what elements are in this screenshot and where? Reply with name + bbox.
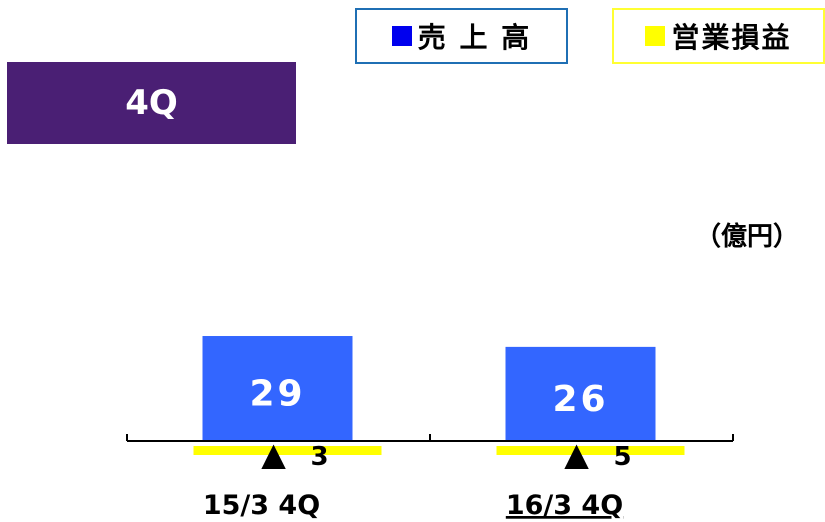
sales-value-label: 29 xyxy=(249,374,305,415)
period-tab: 4Q xyxy=(7,62,296,144)
operating-income-bar xyxy=(193,446,382,455)
operating-income-value-label: 5 xyxy=(613,442,631,472)
category-label: 15/3 4Q xyxy=(203,490,320,521)
unit-label: （億円） xyxy=(694,222,799,252)
category-label: 16/3 4Q xyxy=(506,490,623,521)
legend-sales: 売 上 高 xyxy=(355,8,568,64)
legend-operating-income: 営業損益 xyxy=(612,8,825,64)
legend-sales-label: 売 上 高 xyxy=(417,21,532,54)
sales-value-label: 26 xyxy=(552,379,608,420)
period-tab-label: 4Q xyxy=(125,83,178,123)
legend-operating-income-label: 営業損益 xyxy=(671,21,792,54)
legend-operating-income-swatch xyxy=(645,26,666,46)
legend-sales-swatch xyxy=(391,26,412,46)
sales-bar xyxy=(505,346,656,441)
operating-income-value-label: 3 xyxy=(310,442,328,472)
sales-bar xyxy=(202,336,353,441)
operating-income-bar xyxy=(496,446,685,455)
